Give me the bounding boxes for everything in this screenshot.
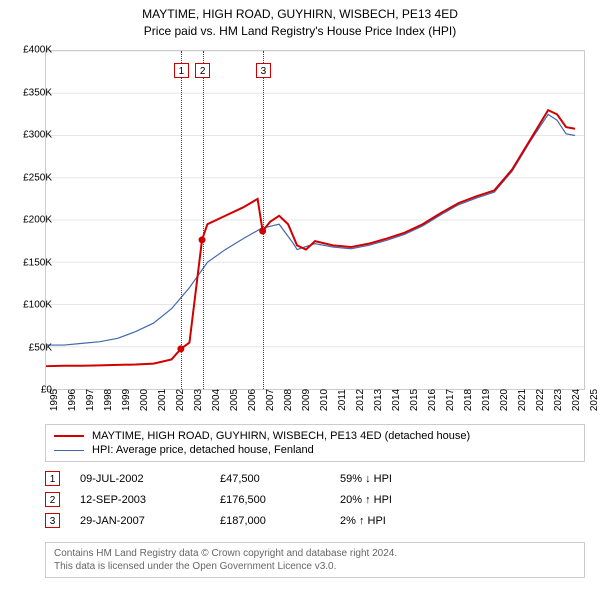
- x-axis-label: 2001: [157, 389, 168, 411]
- marker-vline: [203, 51, 204, 389]
- x-axis-label: 2023: [553, 389, 564, 411]
- marker-vline: [263, 51, 264, 389]
- legend: MAYTIME, HIGH ROAD, GUYHIRN, WISBECH, PE…: [45, 424, 585, 462]
- y-axis-label: £100K: [12, 300, 52, 311]
- x-axis-label: 2014: [391, 389, 402, 411]
- plot-area: 12 3: [45, 50, 585, 390]
- transaction-pct: 59% ↓ HPI: [340, 473, 440, 485]
- legend-swatch: [54, 435, 84, 437]
- marker-box: 1: [174, 63, 189, 78]
- x-axis-label: 2015: [409, 389, 420, 411]
- y-axis-label: £400K: [12, 45, 52, 56]
- x-axis-label: 2013: [373, 389, 384, 411]
- x-axis-label: 1995: [49, 389, 60, 411]
- x-axis-label: 2009: [301, 389, 312, 411]
- transaction-price: £176,500: [220, 494, 320, 506]
- transaction-marker: 1: [45, 471, 60, 486]
- y-axis-label: £300K: [12, 130, 52, 141]
- title-line-1: MAYTIME, HIGH ROAD, GUYHIRN, WISBECH, PE…: [0, 6, 600, 23]
- legend-swatch: [54, 450, 84, 451]
- transaction-price: £47,500: [220, 473, 320, 485]
- footer-line-1: Contains HM Land Registry data © Crown c…: [54, 547, 576, 560]
- chart-svg: [46, 51, 584, 389]
- legend-label: MAYTIME, HIGH ROAD, GUYHIRN, WISBECH, PE…: [92, 430, 470, 442]
- series-line-property: [46, 110, 575, 366]
- x-axis-label: 2024: [571, 389, 582, 411]
- footer-line-2: This data is licensed under the Open Gov…: [54, 560, 576, 573]
- x-axis-label: 2003: [193, 389, 204, 411]
- transaction-marker: 3: [45, 513, 60, 528]
- x-axis-label: 2018: [463, 389, 474, 411]
- x-axis-label: 2008: [283, 389, 294, 411]
- transaction-date: 12-SEP-2003: [80, 494, 200, 506]
- x-axis-label: 2020: [499, 389, 510, 411]
- x-axis-label: 1998: [103, 389, 114, 411]
- transaction-date: 29-JAN-2007: [80, 515, 200, 527]
- y-axis-label: £250K: [12, 172, 52, 183]
- legend-label: HPI: Average price, detached house, Fenl…: [92, 444, 314, 456]
- x-axis-label: 2012: [355, 389, 366, 411]
- transaction-marker: 2: [45, 492, 60, 507]
- series-line-hpi: [46, 114, 575, 345]
- chart-container: MAYTIME, HIGH ROAD, GUYHIRN, WISBECH, PE…: [0, 0, 600, 590]
- x-axis-label: 2006: [247, 389, 258, 411]
- y-axis-label: £200K: [12, 215, 52, 226]
- chart-title: MAYTIME, HIGH ROAD, GUYHIRN, WISBECH, PE…: [0, 0, 600, 40]
- legend-row: HPI: Average price, detached house, Fenl…: [54, 443, 576, 457]
- y-axis-label: £50K: [12, 342, 52, 353]
- x-axis-label: 1999: [121, 389, 132, 411]
- marker-vline: [181, 51, 182, 389]
- x-axis-label: 2025: [589, 389, 600, 411]
- x-axis-label: 2010: [319, 389, 330, 411]
- transaction-row: 3 29-JAN-2007 £187,000 2% ↑ HPI: [45, 510, 585, 531]
- marker-box: 3: [256, 63, 271, 78]
- x-axis-label: 2000: [139, 389, 150, 411]
- transaction-row: 1 09-JUL-2002 £47,500 59% ↓ HPI: [45, 468, 585, 489]
- marker-box: 2: [195, 63, 210, 78]
- title-line-2: Price paid vs. HM Land Registry's House …: [0, 23, 600, 40]
- x-axis-label: 2021: [517, 389, 528, 411]
- y-axis-label: £150K: [12, 257, 52, 268]
- x-axis-label: 2019: [481, 389, 492, 411]
- transaction-price: £187,000: [220, 515, 320, 527]
- y-axis-label: £350K: [12, 87, 52, 98]
- transaction-pct: 2% ↑ HPI: [340, 515, 440, 527]
- x-axis-label: 2002: [175, 389, 186, 411]
- x-axis-label: 1997: [85, 389, 96, 411]
- x-axis-label: 2007: [265, 389, 276, 411]
- x-axis-label: 2004: [211, 389, 222, 411]
- x-axis-label: 2022: [535, 389, 546, 411]
- x-axis-label: 2011: [337, 389, 348, 411]
- transaction-pct: 20% ↑ HPI: [340, 494, 440, 506]
- x-axis-label: 2017: [445, 389, 456, 411]
- x-axis-label: 2005: [229, 389, 240, 411]
- transaction-table: 1 09-JUL-2002 £47,500 59% ↓ HPI 2 12-SEP-2003…: [45, 468, 585, 531]
- legend-row: MAYTIME, HIGH ROAD, GUYHIRN, WISBECH, PE…: [54, 429, 576, 443]
- transaction-row: 2 12-SEP-2003 £176,500 20% ↑ HPI: [45, 489, 585, 510]
- transaction-date: 09-JUL-2002: [80, 473, 200, 485]
- attribution-footer: Contains HM Land Registry data © Crown c…: [45, 542, 585, 578]
- x-axis-label: 1996: [67, 389, 78, 411]
- y-axis-label: £0: [12, 385, 52, 396]
- x-axis-label: 2016: [427, 389, 438, 411]
